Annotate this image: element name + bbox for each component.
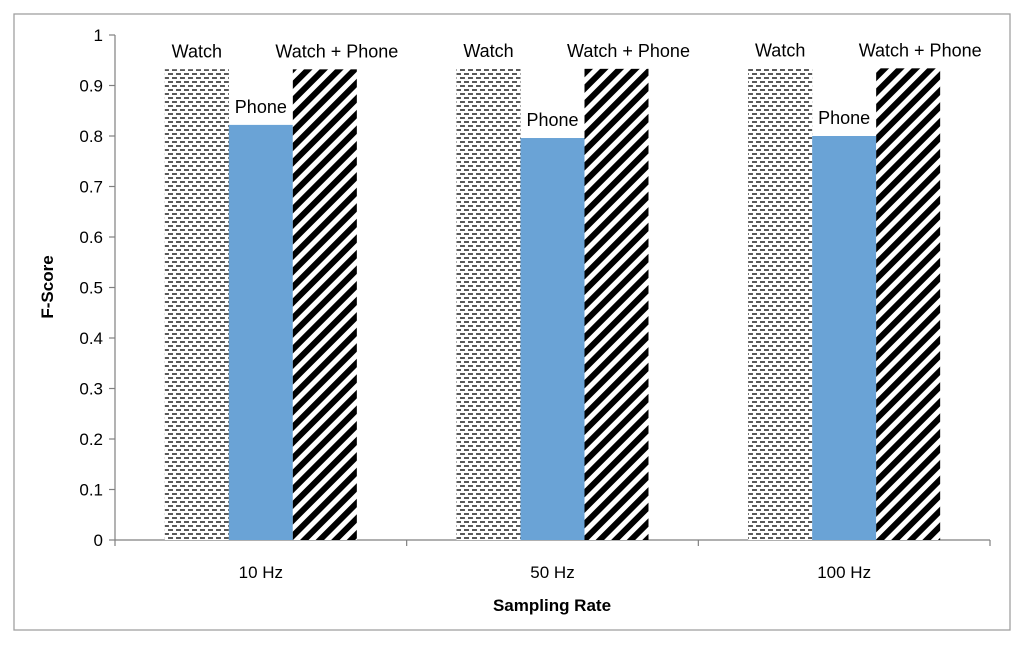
bar-series-label: Watch + Phone <box>567 41 690 61</box>
x-category-label: 10 Hz <box>239 563 283 582</box>
bar-watch-phone <box>292 69 357 540</box>
x-category-label: 50 Hz <box>530 563 574 582</box>
y-tick-label: 0.8 <box>79 127 103 146</box>
x-category-label: 100 Hz <box>817 563 871 582</box>
bar-series-label: Phone <box>818 108 870 128</box>
bar-watch <box>748 68 813 540</box>
bar-watch <box>164 69 229 540</box>
bar-watch <box>456 68 521 541</box>
bar-series-label: Watch <box>172 41 222 61</box>
y-tick-label: 0.1 <box>79 481 103 500</box>
bar-series-label: Phone <box>526 110 578 130</box>
y-tick-label: 0.7 <box>79 178 103 197</box>
y-tick-label: 1 <box>94 26 103 45</box>
y-tick-label: 0.4 <box>79 329 103 348</box>
bar-phone <box>520 138 585 540</box>
y-tick-label: 0.6 <box>79 228 103 247</box>
bar-watch-phone <box>584 68 649 541</box>
bar-series-label: Watch + Phone <box>859 40 982 60</box>
x-axis-title: Sampling Rate <box>493 596 611 615</box>
bar-phone <box>228 124 293 540</box>
bar-series-label: Watch <box>463 41 513 61</box>
bar-series-label: Watch + Phone <box>275 41 398 61</box>
bar-watch-phone <box>876 68 941 540</box>
bar-series-label: Phone <box>235 97 287 117</box>
y-tick-label: 0.3 <box>79 380 103 399</box>
y-axis-title: F-Score <box>38 255 57 318</box>
y-tick-label: 0.2 <box>79 430 103 449</box>
plot-area: 0 0.1 0.2 0.3 0.4 0.5 0.6 0.7 0.8 0.9 1 Watch Phone W… <box>79 26 991 582</box>
y-tick-label: 0.5 <box>79 279 103 298</box>
bar-series-label: Watch <box>755 40 805 60</box>
y-tick-label: 0 <box>94 531 103 550</box>
bar-phone <box>812 136 877 540</box>
y-tick-label: 0.9 <box>79 77 103 96</box>
